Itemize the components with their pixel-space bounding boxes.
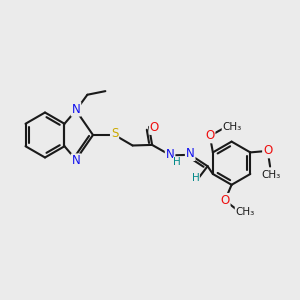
Text: N: N [166,148,175,161]
Text: S: S [111,127,118,140]
Text: O: O [150,121,159,134]
Text: H: H [192,173,200,183]
Text: H: H [173,157,181,167]
Text: O: O [205,129,214,142]
Text: CH₃: CH₃ [261,170,280,181]
Text: CH₃: CH₃ [222,122,242,132]
Text: N: N [72,154,80,167]
Text: N: N [186,147,195,160]
Text: O: O [220,194,230,207]
Text: N: N [72,103,80,116]
Text: CH₃: CH₃ [235,207,254,218]
Text: O: O [263,144,272,158]
